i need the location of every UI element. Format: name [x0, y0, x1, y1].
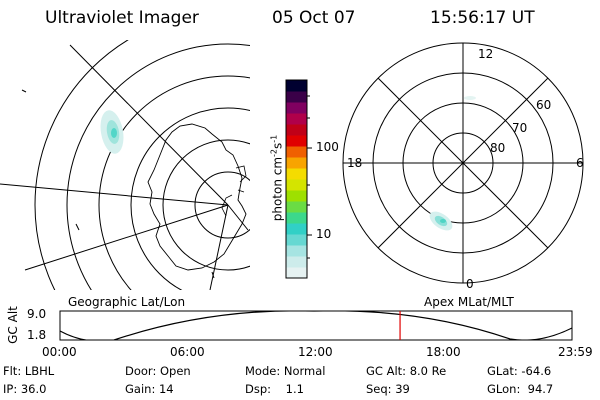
altitude-curve	[60, 311, 572, 340]
colorbar-segment	[286, 267, 307, 279]
mlt-label-18: 18	[347, 156, 363, 170]
colorbar-segment	[286, 80, 307, 92]
mlt-label-6: 6	[576, 156, 584, 170]
geographic-label: Geographic Lat/Lon	[68, 295, 186, 309]
status-gain: Gain: 14	[125, 382, 174, 396]
mlat-label-70: 70	[512, 121, 528, 135]
colorbar-segment	[286, 179, 307, 191]
colorbar-segment	[286, 234, 307, 246]
colorbar-segment	[286, 256, 307, 268]
time-tick-1800: 18:00	[426, 345, 461, 359]
colorbar-ticks	[307, 95, 312, 259]
status-glon: GLon: 94.7	[487, 382, 554, 396]
colorbar-unit-mid: s	[270, 142, 285, 149]
altitude-ymax-label: 9.0	[27, 307, 47, 321]
status-mode: Mode: Normal	[245, 364, 326, 378]
status-gc-alt: GC Alt: 8.0 Re	[366, 364, 447, 378]
colorbar-segment	[286, 223, 307, 235]
colorbar-segment	[286, 168, 307, 180]
mlt-label-12: 12	[478, 47, 494, 61]
apex-label: Apex MLat/MLT	[424, 295, 514, 309]
altitude-plot-frame	[59, 310, 573, 341]
colorbar-segment	[286, 190, 307, 202]
status-filter: Flt: LBHL	[3, 364, 55, 378]
time-label: 15:56:17 UT	[430, 8, 535, 28]
instrument-title: Ultraviolet Imager	[45, 8, 199, 28]
altitude-axis-title: GC Alt	[6, 306, 20, 344]
colorbar-unit-label: photon cm-2s-1	[270, 135, 285, 222]
latitude-circles	[34, 40, 250, 290]
colorbar-segment	[286, 157, 307, 169]
date-label: 05 Oct 07	[272, 8, 356, 28]
color-bar	[286, 80, 307, 279]
altitude-ymin-label: 1.8	[27, 328, 47, 342]
colorbar-segment	[286, 102, 307, 114]
aurora-patch-right	[429, 96, 476, 231]
colorbar-segment	[286, 124, 307, 136]
time-tick-2359: 23:59	[558, 345, 593, 359]
time-tick-0600: 06:00	[170, 345, 205, 359]
time-tick-1200: 12:00	[298, 345, 333, 359]
colorbar-tick-10: 10	[316, 227, 332, 241]
colorbar-segment	[286, 212, 307, 224]
mlat-label-60: 60	[536, 98, 552, 112]
colorbar-segment	[286, 201, 307, 213]
status-ip: IP: 36.0	[3, 382, 47, 396]
colorbar-segment	[286, 245, 307, 257]
colorbar-unit-base: photon cm	[270, 156, 285, 222]
colorbar-segment	[286, 91, 307, 103]
colorbar-segment	[286, 113, 307, 125]
colorbar-segment	[286, 135, 307, 147]
geographic-map	[0, 40, 250, 290]
mlat-label-80: 80	[490, 141, 506, 155]
aurora-patch-left	[100, 110, 124, 154]
coastline-detail	[221, 165, 247, 217]
edge-tick-marks	[21, 89, 215, 279]
status-dsp: Dsp: 1.1	[245, 382, 304, 396]
status-door: Door: Open	[125, 364, 191, 378]
polar-grid	[342, 42, 584, 284]
status-glat: GLat: -64.6	[487, 364, 552, 378]
antarctica-coastline	[147, 123, 247, 271]
colorbar-segment	[286, 146, 307, 158]
time-tick-0000: 00:00	[42, 345, 77, 359]
mlt-label-0: 0	[466, 277, 474, 291]
status-seq: Seq: 39	[366, 382, 410, 396]
colorbar-unit-exp1: -2	[269, 148, 279, 157]
colorbar-unit-exp2: -1	[269, 134, 279, 143]
colorbar-tick-100: 100	[316, 140, 339, 154]
longitude-lines	[0, 44, 249, 290]
